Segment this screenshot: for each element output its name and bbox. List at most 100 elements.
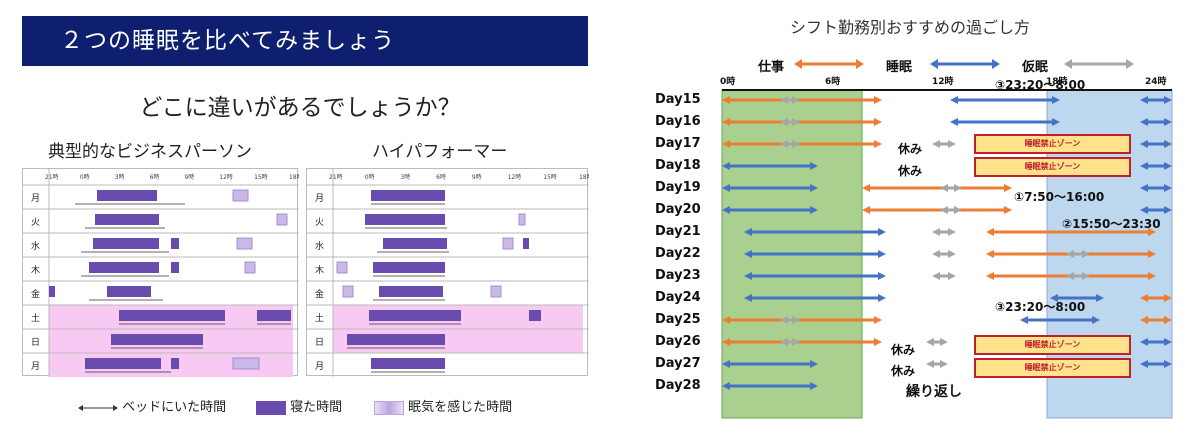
sleep-arrow: [744, 250, 886, 258]
day-label: Day23: [655, 268, 701, 283]
nap-arrow: [940, 206, 962, 214]
sleep-bar: [49, 286, 55, 297]
day-label: Day27: [655, 356, 701, 371]
hour-label-24: 24時: [1145, 77, 1167, 87]
no-sleep-zone-day17: 睡眠禁止ゾーン: [974, 134, 1131, 154]
sleep-bar: [529, 310, 541, 321]
sleep-swatch-icon: [256, 400, 286, 415]
day-label: Day20: [655, 202, 701, 217]
day-label: 月: [31, 193, 40, 204]
nap-arrow: [780, 140, 800, 148]
sleep-bar: [85, 358, 161, 369]
day-label: 火: [315, 217, 324, 228]
performer-sleep-table: 21時0時3時6時9時12時15時18時月火水木金土日月: [306, 168, 593, 377]
day-label: Day17: [655, 136, 701, 151]
day-label: Day16: [655, 114, 701, 129]
sleep-bar: [373, 262, 445, 273]
sleep-arrow: [722, 162, 818, 170]
legend-work: 仕事: [758, 56, 784, 75]
legend-work-label: 仕事: [758, 60, 785, 75]
drowsy-bar: [502, 237, 514, 250]
no-sleep-zone-day26: 睡眠禁止ゾーン: [974, 335, 1131, 355]
day-label: 土: [31, 312, 40, 324]
sleep-bar: [347, 334, 445, 345]
legend-nap-label: 仮眠: [1022, 60, 1049, 75]
hour-tick: 15時: [543, 173, 557, 181]
hour-tick: 18時: [579, 173, 589, 181]
day-label: Day24: [655, 290, 701, 305]
sleep-arrow: [744, 294, 886, 302]
nap-arrow: [932, 140, 956, 148]
nap-arrow: [932, 228, 956, 236]
sleep-arrow: [1140, 118, 1172, 126]
day-label: 水: [315, 240, 324, 252]
work-arrow: [862, 184, 1012, 192]
day-label: 木: [31, 264, 40, 276]
rest-note-day26: 休み: [891, 343, 916, 357]
day-label: Day15: [655, 92, 701, 107]
hour-tick: 18時: [289, 173, 299, 181]
drowsy-bar: [518, 213, 526, 226]
nap-arrow: [780, 118, 800, 126]
hour-label-0: 0時: [720, 77, 736, 87]
sleep-arrow: [1020, 316, 1100, 324]
day-label: Day25: [655, 312, 701, 327]
drowsy-bar: [342, 285, 354, 298]
sleep-bar: [171, 262, 179, 273]
day-label: Day21: [655, 224, 701, 239]
sleep-bar: [365, 214, 445, 225]
sleep-bar: [107, 286, 151, 297]
day-label: Day26: [655, 334, 701, 349]
hour-tick: 15時: [254, 173, 268, 181]
legend-nap: 仮眠: [1022, 56, 1048, 75]
day-label: Day18: [655, 158, 701, 173]
sleep-bar: [379, 286, 443, 297]
typical-sleep-chart: 21時0時3時6時9時12時15時18時月火水木金土日月: [23, 169, 303, 377]
day-label: 月: [315, 361, 324, 372]
hour-label-18: 18時: [1046, 77, 1068, 87]
nap-arrow: [780, 316, 800, 324]
drowsy-bar: [232, 357, 260, 370]
repeat-note: 繰り返し: [906, 384, 962, 400]
double-arrow-icon: [78, 404, 118, 411]
sleep-bar: [257, 310, 291, 321]
sleep-arrow: [1050, 294, 1104, 302]
performer-subtitle: ハイパフォーマー: [372, 142, 508, 162]
hour-tick: 6時: [436, 173, 446, 181]
sleep-arrow: [722, 184, 818, 192]
day-label: 日: [315, 337, 324, 348]
legend-bed: ベッドにいた時間: [78, 396, 226, 415]
day-label: 木: [315, 264, 324, 276]
sleep-arrow: [1140, 360, 1172, 368]
sleep-arrow: [744, 228, 886, 236]
day-label: Day28: [655, 378, 701, 393]
slide-title: ２つの睡眠を比べてみましょう: [60, 28, 396, 54]
sleep-arrow: [1140, 96, 1172, 104]
question-text: どこに違いがあるでしょうか？: [139, 95, 461, 121]
day-label: Day22: [655, 246, 701, 261]
sleep-bar: [369, 310, 461, 321]
hour-tick: 9時: [472, 173, 482, 181]
sleep-bar: [93, 238, 159, 249]
hour-tick: 12時: [508, 173, 522, 181]
drowsy-bar: [236, 237, 253, 250]
hour-tick: 12時: [219, 173, 233, 181]
nap-arrow: [932, 250, 956, 258]
day-label: 月: [315, 193, 324, 204]
drowsy-bar: [232, 189, 249, 202]
typical-sleep-table: 21時0時3時6時9時12時15時18時月火水木金土日月: [22, 168, 303, 377]
work-arrow: [862, 206, 1012, 214]
nap-arrow: [926, 360, 948, 368]
day-label: 火: [31, 217, 40, 228]
sleep-arrow: [1140, 140, 1172, 148]
work-arrow: [722, 118, 882, 126]
day-label: 日: [31, 337, 40, 348]
nap-arrow: [932, 272, 956, 280]
legend-sleep: 寝た時間: [256, 396, 342, 415]
day-label: Day19: [655, 180, 701, 195]
sleep-arrow: [950, 96, 1060, 104]
sleep-arrow: [722, 360, 818, 368]
hour-tick: 9時: [184, 173, 194, 181]
legend-sleep-r: 睡眠: [886, 56, 912, 75]
nap-arrow-icon: [1064, 59, 1134, 69]
